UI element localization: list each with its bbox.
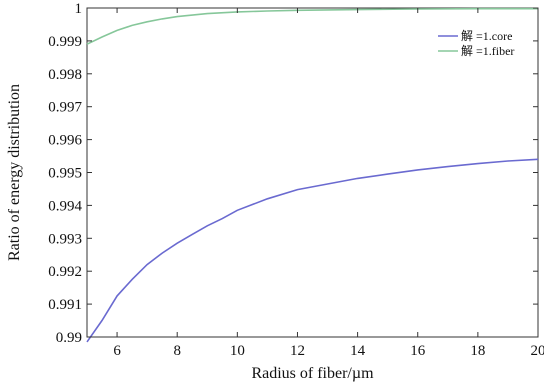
x-tick-label: 10: [230, 343, 245, 359]
y-tick-label: 0.99: [56, 330, 82, 346]
y-axis-title: Ratio of energy distribution: [6, 84, 23, 261]
y-tick-label: 0.996: [48, 133, 82, 149]
y-tick-label: 0.998: [48, 67, 82, 83]
series-line-1: [86, 158, 539, 343]
y-tick-label: 0.994: [48, 198, 82, 214]
y-tick-label: 0.997: [48, 100, 82, 116]
plot-area: [86, 7, 539, 338]
x-tick-label: 14: [350, 343, 366, 359]
legend-label-2: 解 =1.fiber: [461, 44, 514, 58]
legend-label-1: 解 =1.core: [461, 29, 512, 43]
x-tick-label: 18: [470, 343, 485, 359]
x-tick-label: 8: [173, 343, 181, 359]
y-tick-label: 1: [75, 1, 83, 17]
x-axis-title: Radius of fiber/µm: [251, 365, 374, 382]
series-layer: [86, 7, 539, 343]
y-tick-label: 0.993: [48, 231, 82, 247]
y-tick-label: 0.999: [48, 34, 82, 50]
y-tick-label: 0.992: [48, 264, 82, 280]
x-tick-label: 12: [290, 343, 305, 359]
y-tick-label: 0.991: [48, 297, 82, 313]
x-tick-label: 6: [113, 343, 121, 359]
x-tick-label: 16: [410, 343, 426, 359]
x-tick-label: 20: [531, 343, 544, 359]
series-line-2: [86, 7, 538, 45]
y-tick-label: 0.995: [48, 166, 82, 182]
tick-layer: 6 8 10 12 14 16 18 20 0.99 0.991 0.992 0.993 0.994 0.…: [48, 1, 544, 359]
